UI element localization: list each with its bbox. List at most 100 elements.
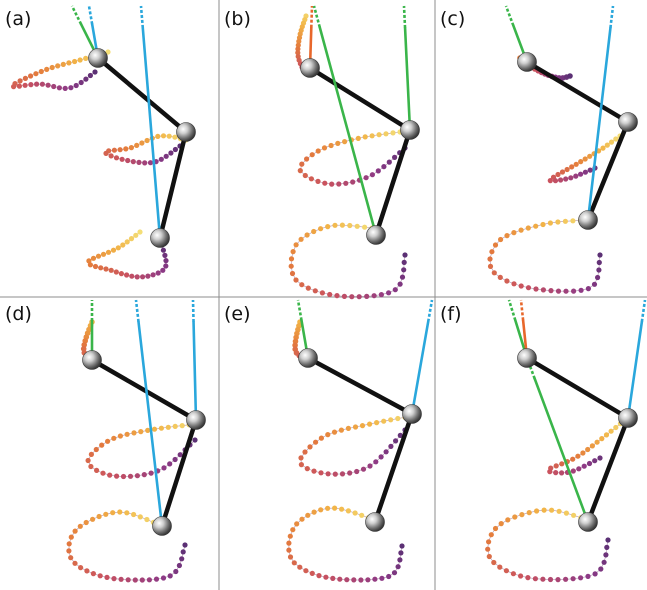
trail-dot: [533, 223, 539, 229]
trail-dot: [297, 168, 303, 174]
trail-dot: [547, 469, 553, 475]
trail-dot: [504, 278, 510, 284]
panel-a: (a): [5, 5, 196, 280]
trajectory-trail-2: [485, 507, 611, 583]
trail-dot: [299, 282, 305, 288]
trail-dot: [327, 291, 333, 298]
trail-dot: [160, 575, 167, 581]
trail-dot: [325, 432, 331, 438]
trail-dot: [555, 171, 561, 178]
trail-dot: [96, 513, 102, 520]
trail-dot: [137, 229, 143, 235]
trail-dot: [120, 473, 127, 480]
trail-dot: [148, 470, 154, 476]
pendulum-link: [95, 55, 189, 135]
trail-dot: [582, 169, 589, 175]
trail-dot: [525, 285, 532, 291]
trail-dot: [98, 265, 104, 271]
trail-dot: [586, 460, 593, 467]
trail-dot: [51, 83, 57, 90]
trail-dot: [487, 256, 493, 262]
trail-dot: [309, 570, 315, 577]
trail-dot: [375, 168, 381, 174]
trail-dot: [103, 150, 109, 156]
trail-dot: [383, 131, 389, 137]
trail-dot: [77, 523, 83, 529]
trail-dot: [77, 57, 83, 63]
trail-dot: [124, 239, 130, 245]
force-line: [626, 320, 644, 420]
trail-dot: [97, 573, 103, 579]
trail-dot: [362, 134, 368, 140]
trail-dot: [39, 81, 46, 87]
trail-dot: [172, 146, 178, 153]
trail-dot: [337, 576, 343, 582]
trail-dot: [571, 512, 577, 518]
trail-dot: [345, 425, 351, 431]
trail-dot: [604, 142, 610, 148]
trail-dot: [592, 571, 598, 577]
trail-dot: [172, 134, 178, 140]
trail-dot: [369, 172, 375, 178]
trail-dot: [288, 256, 295, 262]
force-line: [318, 25, 378, 237]
trail-dot: [124, 431, 130, 437]
trail-dot: [486, 539, 492, 545]
trail-dot: [605, 537, 611, 543]
trail-dot: [309, 152, 315, 158]
trajectory-trail-1-path: [13, 51, 109, 89]
trail-dot: [594, 439, 600, 445]
trail-dot: [287, 533, 293, 539]
trail-dot: [363, 175, 369, 181]
trail-dot: [167, 461, 173, 467]
trail-dot: [332, 222, 338, 228]
trail-dot: [553, 470, 559, 476]
trajectory-trail-3: [86, 229, 169, 280]
trail-dot: [293, 242, 299, 248]
trail-dot: [599, 436, 605, 442]
trail-dot: [597, 252, 603, 258]
trajectory-trail-3: [288, 222, 408, 300]
trail-dot: [381, 164, 387, 170]
trail-dot: [305, 285, 311, 291]
trail-dot: [88, 463, 94, 470]
trail-dot: [83, 519, 89, 526]
trail-dot: [485, 546, 491, 552]
trail-dot: [22, 75, 28, 81]
trail-dot: [66, 60, 72, 66]
pendulum-joint: [152, 516, 172, 536]
trail-dot: [573, 161, 579, 167]
trail-dot: [336, 181, 342, 187]
trail-dot: [345, 508, 351, 514]
trail-dot: [325, 505, 331, 511]
trail-dot: [570, 218, 576, 224]
trail-dot: [33, 71, 39, 77]
panel-e: (e): [224, 299, 434, 583]
trail-dot: [298, 455, 304, 461]
trail-dot: [311, 509, 317, 515]
trail-dot: [110, 247, 117, 253]
pendulum-link: [585, 415, 631, 525]
trail-dot: [378, 292, 384, 298]
trail-dot: [344, 577, 350, 583]
trail-dot: [553, 463, 559, 469]
trail-dot: [153, 576, 160, 582]
trail-dot: [85, 457, 91, 464]
trail-dot: [107, 472, 113, 478]
trail-dot: [492, 525, 499, 532]
trail-dot: [330, 575, 336, 582]
trail-dot: [136, 159, 142, 165]
trail-dot: [163, 258, 169, 264]
trail-dot: [118, 576, 124, 582]
trail-dot: [288, 263, 294, 269]
trail-dot: [139, 577, 145, 583]
trail-dot: [307, 444, 313, 450]
trail-dot: [92, 263, 99, 270]
trail-dot: [103, 511, 109, 517]
trail-dot: [298, 462, 304, 468]
trail-dot: [131, 511, 137, 518]
trail-dot: [369, 133, 375, 139]
trail-dot: [118, 271, 124, 277]
trail-dot: [179, 423, 185, 429]
